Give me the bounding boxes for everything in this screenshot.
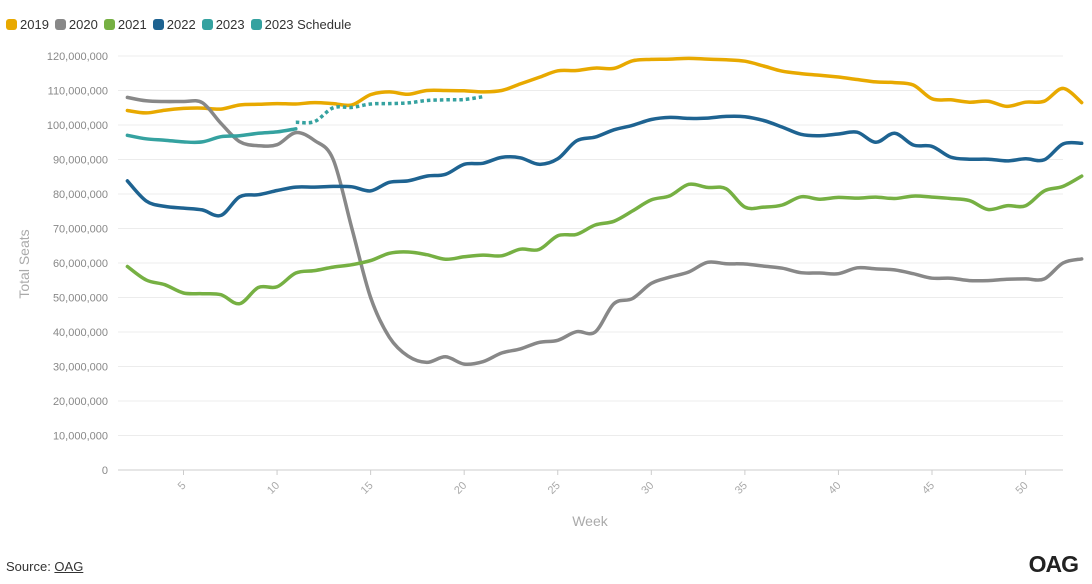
- legend-item-1[interactable]: 2020: [54, 17, 98, 32]
- legend-item-4[interactable]: 2023: [201, 17, 245, 32]
- y-axis-title: Total Seats: [16, 229, 32, 298]
- legend-label: 2023: [215, 17, 245, 32]
- series-line-2023-schedule[interactable]: [295, 94, 484, 125]
- y-tick-label: 20,000,000: [53, 396, 108, 408]
- y-tick-label: 100,000,000: [47, 120, 108, 132]
- x-tick-label: 5: [176, 480, 189, 493]
- legend-item-3[interactable]: 2022: [152, 17, 196, 32]
- series-lines: [125, 56, 1084, 367]
- x-tick-label: 45: [920, 480, 937, 497]
- legend-swatch: [250, 19, 262, 30]
- legend-item-5[interactable]: 2023 Schedule: [250, 17, 352, 32]
- y-tick-label: 40,000,000: [53, 327, 108, 339]
- y-tick-label: 50,000,000: [53, 293, 108, 305]
- legend-swatch: [6, 19, 17, 30]
- series-line-2019[interactable]: [125, 56, 1084, 115]
- y-tick-label: 0: [102, 465, 108, 477]
- legend-swatch: [201, 19, 213, 30]
- y-tick-label: 60,000,000: [53, 258, 108, 270]
- source-note: Source: OAG: [6, 559, 83, 574]
- x-tick-label: 25: [546, 480, 563, 497]
- y-tick-label: 90,000,000: [53, 155, 108, 167]
- y-axis-ticks: 0 10,000,000 20,000,000 30,000,000 40,000,00…: [47, 51, 108, 477]
- y-tick-label: 110,000,000: [48, 86, 108, 98]
- x-tick-label: 50: [1014, 480, 1031, 497]
- legend-label: 2022: [166, 17, 196, 32]
- legend-label: 2020: [68, 17, 98, 32]
- legend-item-2[interactable]: 2021: [103, 17, 147, 32]
- series-line-2020[interactable]: [125, 95, 1084, 367]
- y-tick-label: 10,000,000: [53, 431, 108, 443]
- legend-item-0[interactable]: 2019: [6, 17, 49, 32]
- legend-label: 2021: [117, 17, 147, 32]
- legend: 2019 2020 2021 2022 2023 2023 Schedule: [6, 17, 351, 32]
- y-tick-label: 120,000,000: [47, 51, 108, 63]
- y-tick-label: 80,000,000: [53, 189, 108, 201]
- legend-swatch: [54, 19, 66, 30]
- oag-logo: OAG: [1028, 551, 1079, 577]
- source-prefix: Source:: [6, 559, 55, 574]
- x-tick-label: 35: [733, 480, 750, 497]
- legend-swatch: [103, 19, 115, 30]
- legend-swatch: [152, 19, 164, 30]
- grid-lines: [118, 55, 1063, 436]
- x-tick-label: 10: [265, 480, 282, 497]
- x-axis-ticks: 5 10 15 20 25 30 35 40 45 50: [176, 470, 1031, 497]
- legend-label: 2023 Schedule: [264, 17, 352, 32]
- source-link[interactable]: OAG: [54, 559, 84, 574]
- x-tick-label: 20: [452, 480, 469, 497]
- x-axis-title: Week: [572, 513, 609, 529]
- x-tick-label: 40: [826, 480, 843, 497]
- y-tick-label: 70,000,000: [53, 224, 108, 236]
- x-tick-label: 30: [639, 480, 656, 497]
- legend-label: 2019: [20, 17, 49, 32]
- series-line-2022[interactable]: [125, 114, 1084, 218]
- y-tick-label: 30,000,000: [53, 362, 108, 374]
- x-tick-label: 15: [359, 480, 376, 497]
- series-line-2023[interactable]: [125, 127, 298, 145]
- series-line-2021[interactable]: [125, 174, 1084, 306]
